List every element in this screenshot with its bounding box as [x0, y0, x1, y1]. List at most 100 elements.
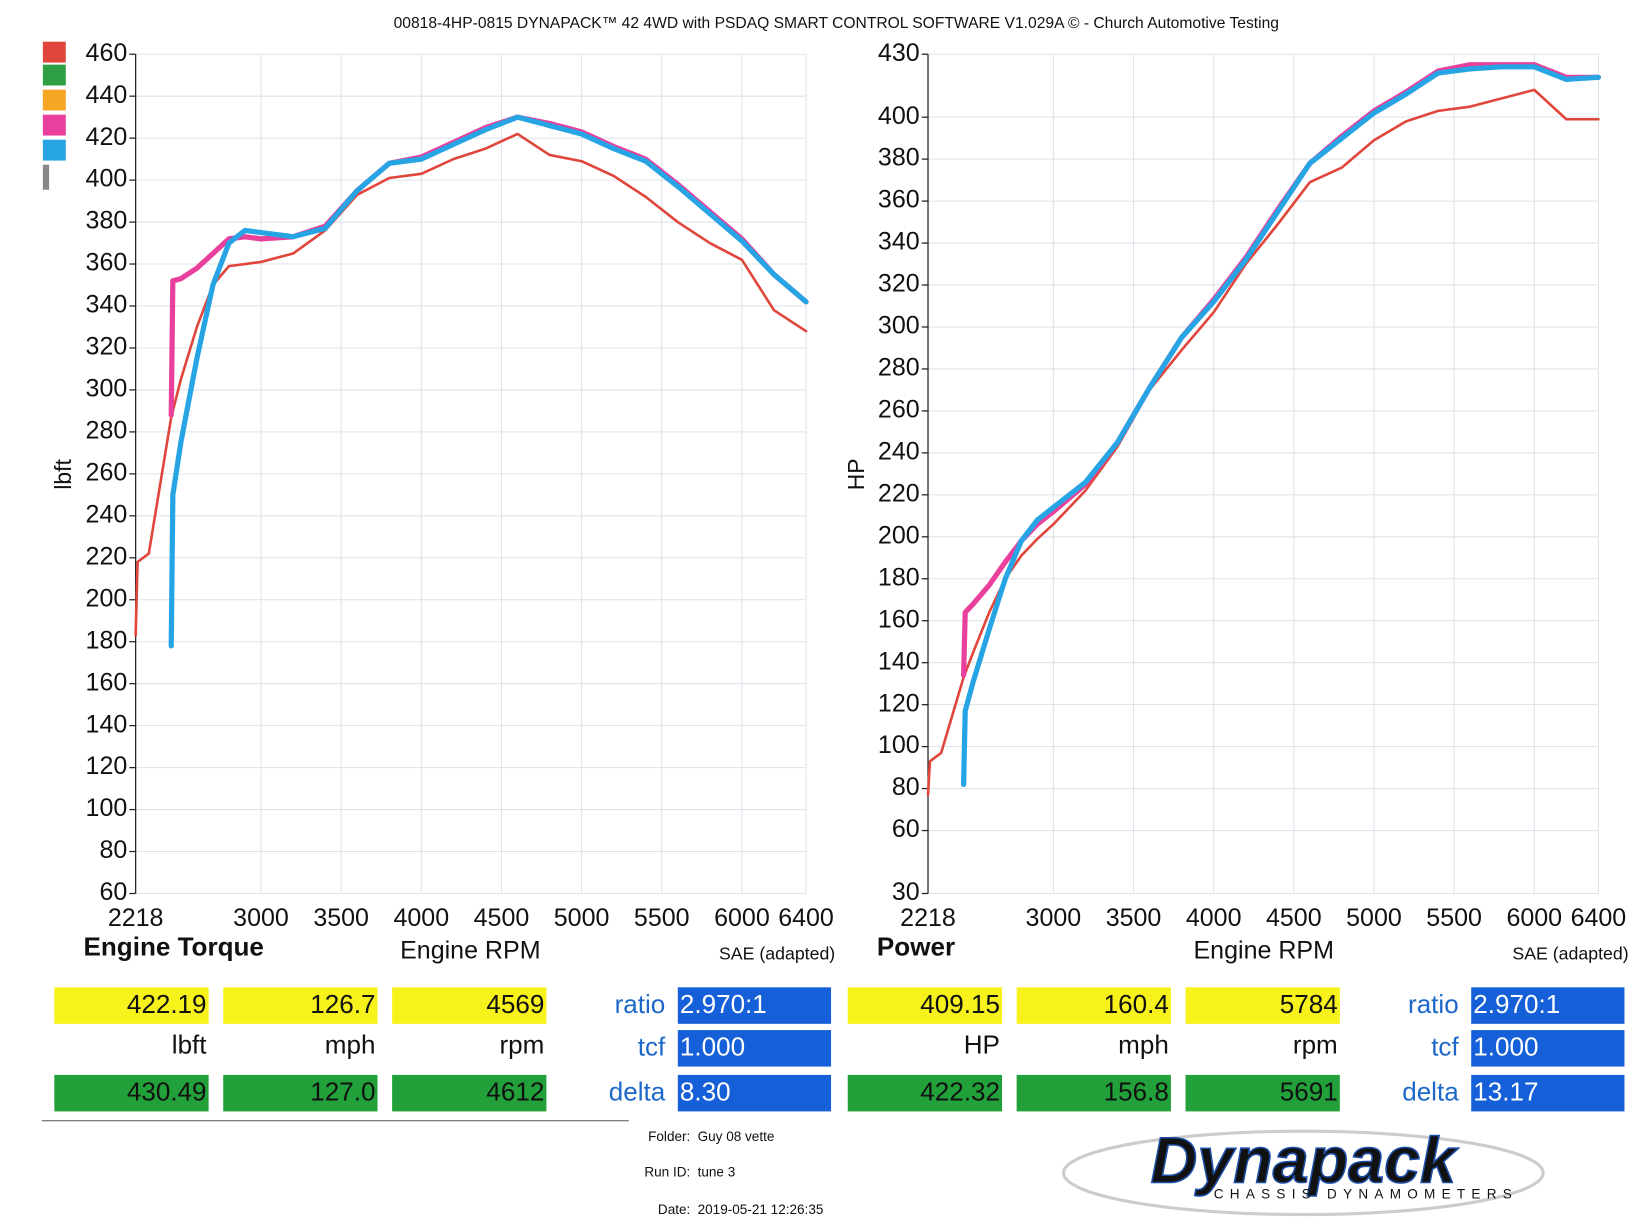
unit: rpm	[1293, 1030, 1338, 1060]
logo-name: Dynapack	[1151, 1124, 1459, 1197]
y-tick-label: 80	[892, 773, 920, 801]
x-tick-label: 4000	[1186, 904, 1242, 932]
x-tick-label: 2218	[900, 904, 956, 932]
x-tick-label: 5000	[554, 904, 610, 932]
peak-value: 4612	[486, 1077, 544, 1107]
x-tick-label: 6000	[714, 904, 770, 932]
y-tick-label: 200	[86, 584, 128, 612]
current-box	[54, 987, 209, 1024]
factor-box	[677, 1074, 832, 1112]
y-tick-label: 140	[878, 647, 920, 675]
swatch	[42, 89, 66, 111]
swatch	[42, 64, 66, 86]
y-tick-label: 380	[86, 207, 128, 235]
chart-title: Power	[877, 932, 955, 962]
y-tick-label: 300	[86, 375, 128, 403]
y-tick-label: 60	[892, 815, 920, 843]
y-tick-label: 120	[86, 752, 128, 780]
y-tick-label: 400	[86, 165, 128, 193]
unit: mph	[325, 1030, 376, 1060]
unit: rpm	[499, 1030, 544, 1060]
unit: HP	[964, 1030, 1000, 1060]
factor-box	[1471, 1030, 1625, 1067]
factor-box	[677, 987, 832, 1024]
y-tick-label: 400	[878, 102, 920, 130]
factor-value: 2.970:1	[680, 989, 767, 1019]
x-tick-label: 6000	[1506, 904, 1562, 932]
peak-value: 422.32	[920, 1077, 1000, 1107]
y-tick-label: 280	[878, 354, 920, 382]
factor-label: tcf	[638, 1032, 666, 1062]
current-value: 5784	[1280, 989, 1338, 1019]
current-box	[223, 987, 378, 1024]
factor-box	[1471, 1074, 1625, 1112]
date-label: Date:	[658, 1202, 690, 1217]
peak-box	[392, 1074, 547, 1112]
current-box	[1185, 987, 1340, 1024]
y-tick-label: 320	[86, 333, 128, 361]
x-tick-label: 2218	[108, 904, 164, 932]
y-tick-label: 140	[86, 710, 128, 738]
unit: mph	[1118, 1030, 1169, 1060]
x-tick-label: 3500	[1106, 904, 1162, 932]
y-tick-label: 430	[878, 39, 920, 67]
y-tick-label: 100	[86, 794, 128, 822]
factor-value: 13.17	[1473, 1077, 1538, 1107]
y-tick-label: 120	[878, 689, 920, 717]
y-tick-label: 260	[878, 396, 920, 424]
x-tick-label: 5000	[1346, 904, 1402, 932]
y-tick-label: 340	[86, 291, 128, 319]
peak-value: 127.0	[310, 1077, 375, 1107]
x-axis-label: Engine RPM	[400, 936, 540, 964]
logo: Dynapack CHASSIS DYNAMOMETERS	[1061, 1123, 1545, 1217]
factor-value: 1.000	[680, 1032, 745, 1062]
peak-box	[1185, 1074, 1340, 1112]
factor-box	[677, 1030, 832, 1067]
run-label: Run ID:	[644, 1164, 690, 1179]
peak-box	[223, 1074, 378, 1112]
peak-box	[1016, 1074, 1171, 1112]
factor-label: ratio	[615, 989, 666, 1019]
y-tick-label: 360	[878, 186, 920, 214]
y-tick-label: 420	[86, 123, 128, 151]
swatch	[42, 139, 66, 161]
current-value: 126.7	[310, 989, 375, 1019]
current-box	[392, 987, 547, 1024]
y-axis-label: lbft	[50, 458, 76, 489]
y-tick-label: 340	[878, 228, 920, 256]
y-tick-label: 360	[86, 249, 128, 277]
current-box	[847, 987, 1003, 1024]
y-tick-label: 220	[878, 479, 920, 507]
x-tick-label: 3000	[1026, 904, 1082, 932]
run-id: tune 3	[698, 1164, 736, 1179]
factor-value: 2.970:1	[1473, 989, 1560, 1019]
folder-label: Folder:	[648, 1129, 690, 1144]
series-line	[168, 114, 809, 649]
peak-value: 5691	[1280, 1077, 1338, 1107]
y-tick-label: 220	[86, 542, 128, 570]
swatch	[42, 114, 66, 136]
y-tick-label: 60	[99, 878, 127, 906]
x-tick-label: 6400	[778, 904, 834, 932]
y-axis-label: HP	[843, 458, 869, 490]
factor-label: delta	[609, 1077, 666, 1107]
factor-value: 1.000	[1473, 1032, 1538, 1062]
x-tick-label: 4500	[474, 904, 530, 932]
x-axis-label: Engine RPM	[1194, 936, 1334, 964]
y-tick-label: 160	[86, 668, 128, 696]
peak-box	[847, 1074, 1003, 1112]
factor-label: tcf	[1431, 1032, 1459, 1062]
chart-title: Engine Torque	[84, 932, 264, 962]
y-tick-label: 160	[878, 605, 920, 633]
series-line	[960, 64, 1602, 787]
series-line	[168, 114, 809, 418]
current-value: 160.4	[1104, 989, 1169, 1019]
y-tick-label: 280	[86, 417, 128, 445]
y-tick-label: 460	[86, 39, 128, 67]
current-value: 422.19	[127, 989, 207, 1019]
x-tick-label: 3500	[313, 904, 369, 932]
note: SAE (adapted)	[1512, 944, 1628, 964]
x-tick-label: 3000	[233, 904, 289, 932]
x-tick-label: 5500	[1426, 904, 1482, 932]
peak-value: 156.8	[1104, 1077, 1169, 1107]
